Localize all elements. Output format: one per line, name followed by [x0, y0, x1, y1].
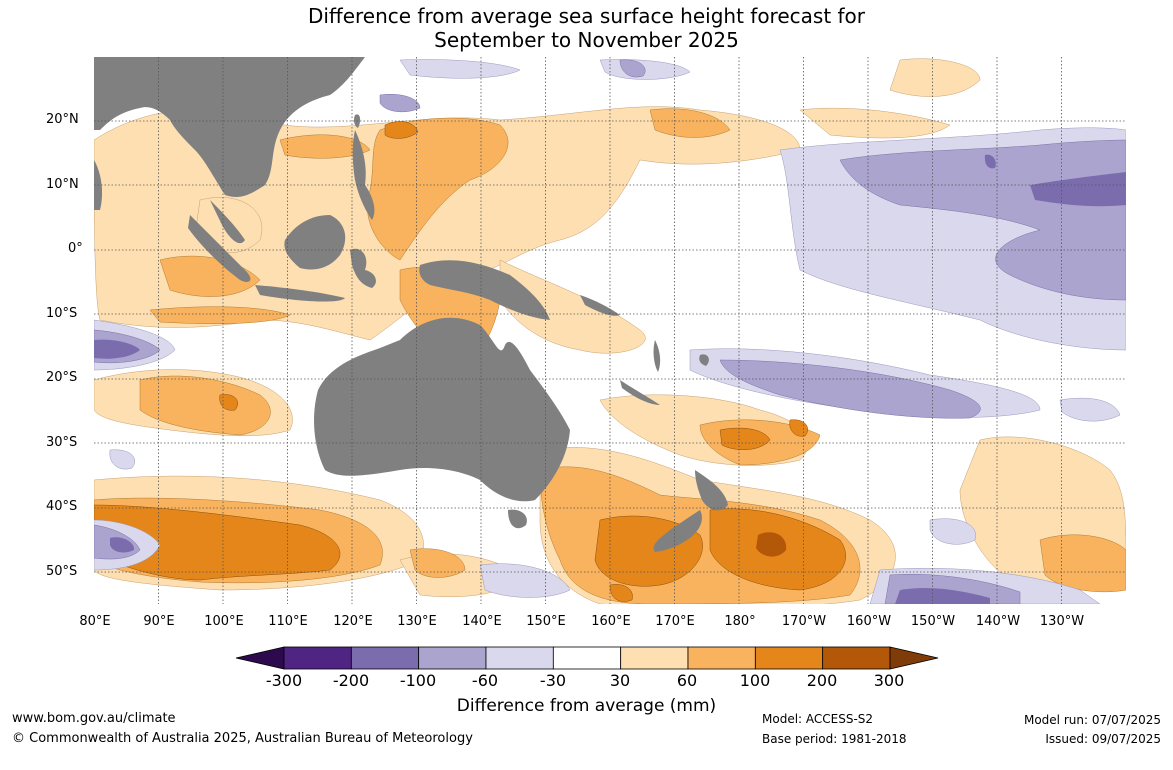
anomaly-negative-100-200 — [94, 154, 1126, 604]
colorbar-segment — [418, 646, 487, 670]
colorbar-title: Difference from average (mm) — [456, 696, 717, 716]
colorbar-segment — [620, 646, 689, 670]
lat-label-20s: 20°S — [46, 370, 78, 385]
lat-label-0: 0° — [68, 241, 83, 256]
footer-base-period: Base period: 1981-2018 — [762, 732, 907, 746]
lon-label-110e: 110°E — [268, 614, 308, 629]
colorbar-segment — [485, 646, 554, 670]
colorbar — [235, 646, 939, 670]
vanuatu — [653, 340, 661, 372]
sumatra — [188, 215, 251, 282]
malay-peninsula — [210, 200, 245, 244]
lon-label-150w: 150°W — [910, 614, 956, 629]
colorbar-segment — [552, 646, 622, 670]
footer-model: Model: ACCESS-S2 — [762, 712, 874, 726]
anomaly-positive-200-300 — [756, 532, 787, 557]
lon-label-80e: 80°E — [79, 614, 111, 629]
colorbar-tick-label: -300 — [265, 671, 303, 690]
colorbar-segment — [350, 646, 420, 670]
map-title-line1: Difference from average sea surface heig… — [307, 4, 866, 28]
colorbar-tick-label: -30 — [539, 671, 567, 690]
colorbar-segment — [754, 646, 824, 670]
colorbar-tick-label: -60 — [471, 671, 499, 690]
sulawesi — [350, 248, 376, 288]
colorbar-tick-label: -100 — [399, 671, 437, 690]
colorbar-tick-label: 200 — [806, 671, 838, 690]
new-guinea — [419, 260, 550, 320]
lon-label-150e: 150°E — [526, 614, 566, 629]
lon-label-120e: 120°E — [333, 614, 373, 629]
java — [255, 285, 345, 302]
lon-label-130w: 130°W — [1039, 614, 1085, 629]
lat-label-10s: 10°S — [46, 306, 78, 321]
colorbar-under-arrow — [235, 646, 285, 670]
map-area — [94, 57, 1126, 604]
colorbar-tick-label: 30 — [609, 671, 631, 690]
footer-copyright: © Commonwealth of Australia 2025, Austra… — [12, 731, 473, 746]
lat-label-20n: 20°N — [46, 112, 79, 127]
philippines — [352, 130, 375, 220]
lon-label-140e: 140°E — [462, 614, 502, 629]
solomon-islands — [580, 295, 620, 316]
borneo — [284, 215, 346, 270]
hainan — [264, 139, 273, 150]
lon-label-140w: 140°W — [975, 614, 1021, 629]
lat-label-10n: 10°N — [46, 177, 79, 192]
colorbar-segment — [283, 646, 352, 670]
colorbar-over-arrow — [889, 646, 939, 670]
lon-label-180: 180° — [724, 614, 756, 629]
new-caledonia — [620, 380, 660, 405]
lon-label-160e: 160°E — [591, 614, 631, 629]
lat-label-30s: 30°S — [46, 435, 78, 450]
lat-label-40s: 40°S — [46, 499, 78, 514]
lon-label-100e: 100°E — [204, 614, 244, 629]
colorbar-segments — [283, 646, 891, 670]
new-zealand-south — [653, 510, 702, 552]
gridlines — [94, 57, 1126, 604]
lon-label-130e: 130°E — [397, 614, 437, 629]
land-masses — [94, 57, 728, 552]
colorbar-segment — [687, 646, 756, 670]
colorbar-tick-label: 60 — [676, 671, 698, 690]
fiji — [699, 354, 709, 366]
footer-model-run: Model run: 07/07/2025 — [1023, 713, 1161, 727]
lon-label-170w: 170°W — [781, 614, 827, 629]
asia-land — [94, 57, 365, 197]
anomaly-negative-60-100 — [94, 59, 1126, 604]
tasmania — [508, 509, 527, 529]
map-title: Difference from average sea surface heig… — [0, 4, 1173, 52]
map-title-line2: September to November 2025 — [434, 28, 739, 52]
new-zealand-north — [695, 470, 728, 511]
colorbar-segment — [822, 646, 891, 670]
lon-label-90e: 90°E — [143, 614, 175, 629]
colorbar-tick-label: 100 — [739, 671, 771, 690]
footer-issued: Issued: 09/07/2025 — [1045, 732, 1161, 746]
colorbar-tick-label: 300 — [873, 671, 905, 690]
colorbar-tick-label: -200 — [332, 671, 370, 690]
lon-label-160w: 160°W — [846, 614, 892, 629]
footer-website: www.bom.gov.au/climate — [12, 711, 176, 726]
lat-label-50s: 50°S — [46, 564, 78, 579]
australia — [314, 317, 570, 502]
lon-label-170e: 170°E — [655, 614, 695, 629]
anomaly-positive-100-200 — [94, 121, 846, 602]
